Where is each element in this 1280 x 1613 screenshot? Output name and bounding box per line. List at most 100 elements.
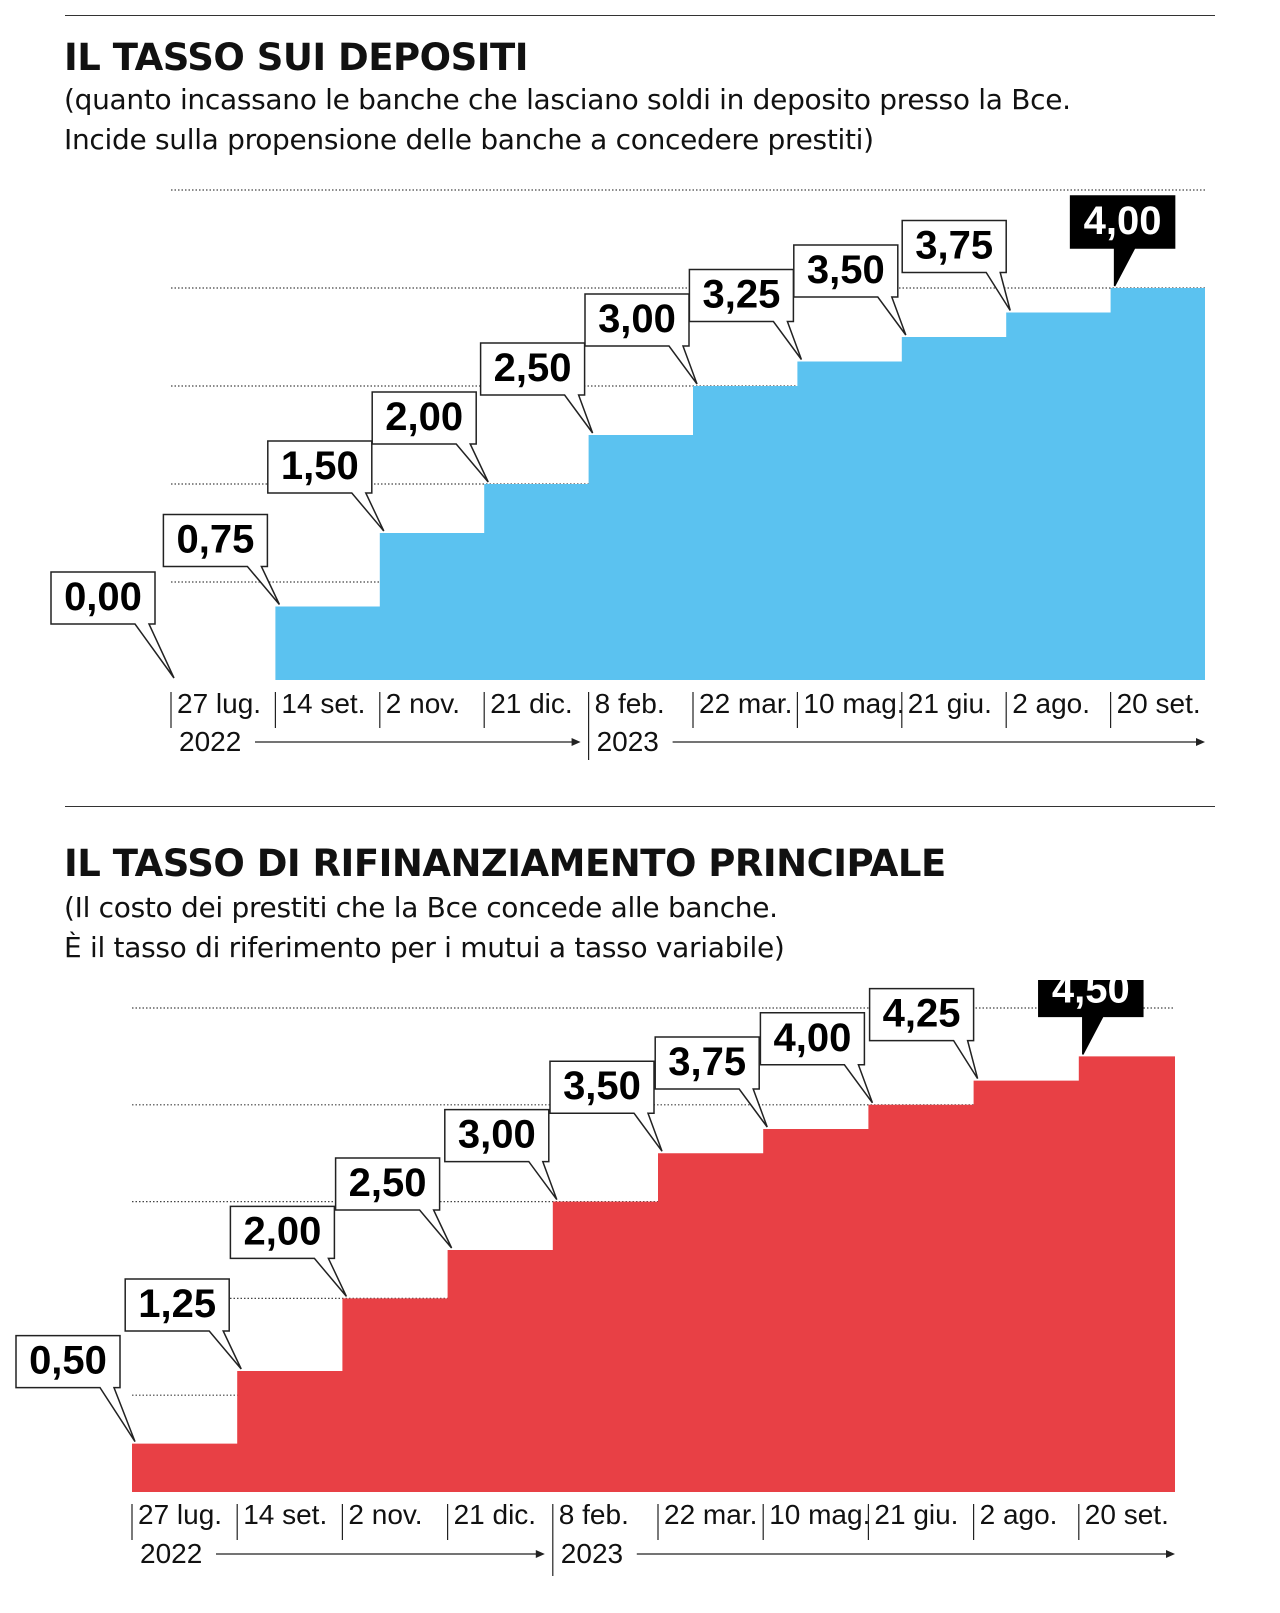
value-callout: 4,00 [1069, 195, 1176, 287]
callout-box [267, 440, 385, 532]
date-label: 14 set. [243, 1499, 327, 1530]
callout-box [50, 571, 175, 679]
date-label: 2 nov. [348, 1499, 422, 1530]
year-label: 2022 [140, 1538, 202, 1569]
value-label: 4,00 [1084, 199, 1162, 243]
value-label: 0,75 [176, 518, 254, 562]
value-label: 1,25 [138, 1282, 216, 1326]
value-callout: 2,50 [479, 342, 594, 434]
refinancing-rate-chart: 27 lug. 14 set. 2 nov. 21 dic. 8 feb. 22 mar.… [15, 980, 1175, 1576]
date-label: 21 giu. [908, 688, 992, 719]
date-label: 14 set. [281, 688, 365, 719]
date-label: 20 set. [1117, 688, 1201, 719]
value-callout: 3,00 [444, 1108, 558, 1201]
callout-box [162, 513, 281, 605]
date-label: 20 set. [1085, 1499, 1169, 1530]
callout-box [793, 244, 907, 336]
value-label: 0,00 [64, 575, 142, 619]
callout-box [901, 219, 1011, 311]
chart-1-title: IL TASSO SUI DEPOSITI [64, 36, 529, 79]
chart-1-subtitle-line-2: Incide sulla propensione delle banche a … [64, 123, 874, 156]
value-label: 3,75 [668, 1040, 746, 1084]
value-callout: 1,50 [267, 440, 385, 532]
year-arrow-head [571, 738, 581, 746]
x-axis: 27 lug. 14 set. 2 nov. 21 dic. 8 feb. 22 mar.… [131, 1499, 1175, 1576]
value-callout: 4,25 [868, 987, 979, 1080]
value-label: 3,00 [458, 1113, 536, 1157]
callout-box [479, 342, 594, 434]
date-label: 8 feb. [595, 688, 665, 719]
date-label: 27 lug. [138, 1499, 222, 1530]
callout-box [229, 1205, 348, 1297]
value-label: 2,00 [385, 395, 463, 439]
date-label: 10 mag. [769, 1499, 870, 1530]
value-callout: 2,50 [334, 1157, 453, 1249]
date-label: 2 ago. [1012, 688, 1090, 719]
year-arrow-head [1196, 738, 1205, 746]
date-label: 8 feb. [559, 1499, 629, 1530]
value-label: 4,00 [773, 1016, 851, 1060]
value-callout: 0,50 [15, 1334, 136, 1443]
year-label: 2022 [179, 726, 241, 757]
value-label: 3,25 [702, 273, 780, 317]
year-label: 2023 [561, 1538, 623, 1569]
value-callout: 3,75 [654, 1036, 768, 1128]
value-callout: 0,00 [50, 571, 175, 679]
chart-1-subtitle: (quanto incassano le banche che lasciano… [64, 80, 1071, 160]
value-label: 1,50 [281, 444, 359, 488]
value-callout: 3,75 [901, 219, 1011, 311]
year-arrow-head [535, 1550, 545, 1558]
chart-2-subtitle-line-1: (Il costo dei prestiti che la Bce conced… [64, 891, 778, 924]
value-callout: 3,50 [793, 244, 907, 336]
value-callout: 0,75 [162, 513, 281, 605]
callout-box [371, 391, 489, 483]
callout-box [124, 1278, 242, 1370]
date-label: 27 lug. [177, 688, 261, 719]
date-label: 21 giu. [874, 1499, 958, 1530]
value-callout: 3,25 [688, 268, 803, 360]
deposit-rate-chart: 27 lug. 14 set. 2 nov. 21 dic. 8 feb. 22 mar.… [50, 189, 1205, 760]
value-label: 3,00 [598, 297, 676, 341]
chart-2-title: IL TASSO DI RIFINANZIAMENTO PRINCIPALE [64, 842, 946, 885]
callout-box [1038, 980, 1144, 1055]
year-arrow-head [1166, 1550, 1175, 1558]
callout-box [1069, 195, 1176, 287]
value-label: 0,50 [29, 1339, 107, 1383]
chart-2-subtitle: (Il costo dei prestiti che la Bce conced… [64, 888, 785, 968]
value-callout: 2,00 [229, 1205, 348, 1297]
value-callouts: 0,00 0,75 1,50 2,00 2,50 3,00 3,25 3,50 3,75 4,00 [50, 195, 1176, 679]
value-callout: 4,50 [1038, 980, 1144, 1055]
callout-box [15, 1334, 136, 1443]
callout-box [759, 1012, 874, 1104]
value-label: 3,50 [563, 1064, 641, 1108]
date-label: 22 mar. [664, 1499, 757, 1530]
date-label: 10 mag. [803, 688, 904, 719]
value-callout: 3,00 [584, 293, 698, 385]
value-label: 2,50 [349, 1161, 427, 1205]
value-label: 4,50 [1052, 980, 1130, 1011]
callout-box [549, 1060, 663, 1152]
value-callout: 1,25 [124, 1278, 242, 1370]
value-callouts: 0,50 1,25 2,00 2,50 3,00 3,50 3,75 4,00 4,25 4,50 [15, 980, 1144, 1443]
value-label: 3,75 [915, 224, 993, 268]
step-area [132, 1056, 1175, 1492]
value-callout: 4,00 [759, 1012, 874, 1104]
date-label: 2 nov. [386, 688, 460, 719]
callout-box [444, 1108, 558, 1201]
middle-rule [65, 806, 1215, 807]
date-label: 21 dic. [490, 688, 573, 719]
chart-1-subtitle-line-1: (quanto incassano le banche che lasciano… [64, 83, 1071, 116]
date-label: 22 mar. [699, 688, 792, 719]
value-label: 2,00 [243, 1209, 321, 1253]
callout-box [868, 987, 979, 1080]
value-callout: 2,00 [371, 391, 489, 483]
value-label: 3,50 [807, 248, 885, 292]
value-label: 4,25 [883, 992, 961, 1036]
top-rule [65, 15, 1215, 16]
year-label: 2023 [597, 726, 659, 757]
chart-2-subtitle-line-2: È il tasso di riferimento per i mutui a … [64, 931, 785, 964]
step-area [171, 288, 1205, 680]
date-label: 2 ago. [980, 1499, 1058, 1530]
value-callout: 3,50 [549, 1060, 663, 1152]
callout-box [654, 1036, 768, 1128]
